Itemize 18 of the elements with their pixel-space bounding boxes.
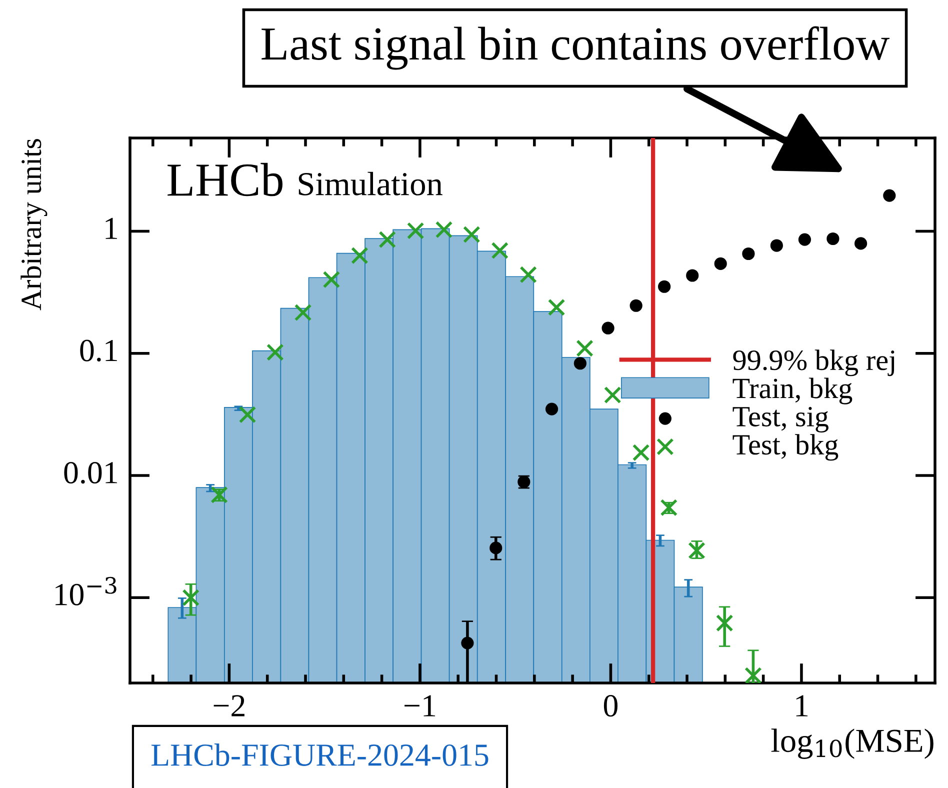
legend-label: Test, sig <box>732 406 828 432</box>
annotation: Last signal bin contains overflow <box>262 26 890 70</box>
x-axis-title: log$_{10}$(MSE) <box>771 728 934 759</box>
x-tick-label: −1 <box>404 695 436 716</box>
text: LHCb-FIGURE-2024-015 <box>151 744 488 766</box>
y-tick-label: 10$^{−3}$ <box>56 576 116 606</box>
legend-label: Test, bkg <box>732 434 838 461</box>
y-tick-label: 0.1 <box>80 340 117 362</box>
annotation: LHCb <box>168 162 282 196</box>
y-axis-title: Arbitrary units <box>20 139 48 310</box>
x-tick-label: 0 <box>604 695 618 717</box>
y-tick-label: 0.01 <box>64 462 117 484</box>
y-tick-label: 1 <box>106 218 117 239</box>
legend-label: Train, bkg <box>732 378 852 404</box>
x-tick-label: 1 <box>796 695 808 716</box>
x-tick-label: −2 <box>214 695 244 716</box>
ref-line-label: 99.9% bkg rej <box>733 350 894 376</box>
annotation: Simulation <box>298 172 442 196</box>
